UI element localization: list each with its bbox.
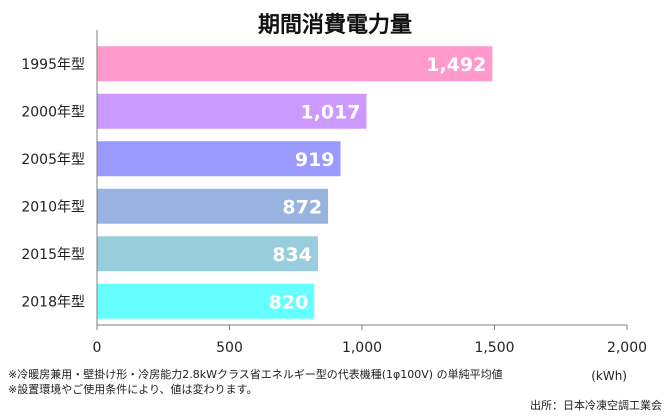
bar-6 bbox=[97, 283, 315, 319]
bar-value-label: 919 bbox=[295, 149, 335, 171]
footnote-2: ※設置環境やご使用条件により、値は変わります。 bbox=[8, 383, 258, 396]
bar-value-label: 1,492 bbox=[426, 54, 486, 76]
bar-value-label: 1,017 bbox=[300, 101, 360, 123]
x-tick-label: 0 bbox=[93, 340, 102, 356]
x-axis-unit-label: (kWh) bbox=[591, 369, 627, 383]
x-tick-label: 500 bbox=[216, 340, 243, 356]
x-tick-label: 2,000 bbox=[607, 340, 647, 356]
category-label: 1995年型 bbox=[21, 57, 85, 73]
category-label: 2005年型 bbox=[21, 152, 85, 168]
x-tick-label: 1,000 bbox=[342, 340, 382, 356]
bar-4 bbox=[97, 188, 329, 224]
category-label: 2018年型 bbox=[21, 294, 85, 310]
bar-value-label: 820 bbox=[269, 291, 309, 313]
category-label: 2000年型 bbox=[21, 104, 85, 120]
bar-5 bbox=[97, 236, 319, 272]
footnote-1: ※冷暖房兼用・壁掛け形・冷房能力2.8kWクラス省エネルギー型の代表機種(1φ1… bbox=[8, 368, 503, 381]
category-label: 2015年型 bbox=[21, 247, 85, 263]
axes-group: 0 500 1,000 1,500 2,000 bbox=[93, 30, 647, 356]
x-tick-label: 1,500 bbox=[474, 340, 514, 356]
bar-value-label: 872 bbox=[282, 196, 322, 218]
category-label: 2010年型 bbox=[21, 199, 85, 215]
bar-value-label: 834 bbox=[272, 244, 312, 266]
bar-2 bbox=[97, 93, 367, 129]
chart-title: 期間消費電力量 bbox=[258, 13, 412, 38]
bars-group: 1,492 1995年型 1,017 2000年型 919 2005年型 872 2010年型… bbox=[21, 46, 493, 319]
source-credit: 出所：日本冷凍空調工業会 bbox=[530, 399, 662, 412]
bar-1 bbox=[97, 46, 493, 82]
bar-3 bbox=[97, 141, 341, 177]
